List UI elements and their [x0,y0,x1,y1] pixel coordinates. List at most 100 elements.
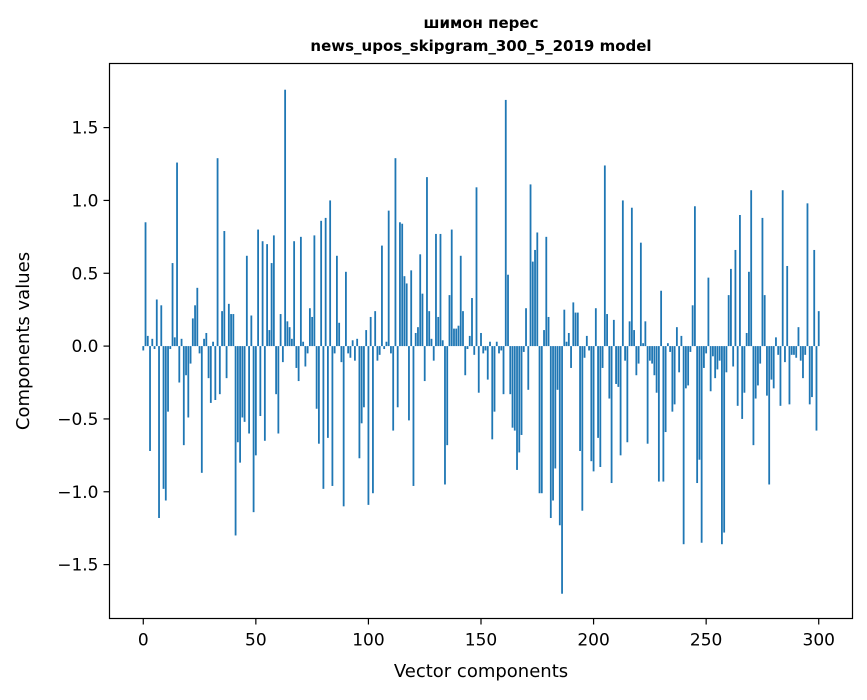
bar-297 [811,346,813,398]
bar-291 [797,327,800,347]
bar-144 [466,346,469,350]
bar-259 [725,346,728,373]
bar-124 [421,293,424,347]
bar-244 [691,305,694,347]
bar-227 [653,346,656,376]
bar-189 [567,332,570,347]
bar-158 [498,346,500,354]
bar-166 [516,346,518,470]
bar-40 [232,314,235,347]
bar-199 [590,346,593,462]
bar-115 [401,223,404,347]
bar-266 [741,346,744,419]
bar-35 [221,311,223,347]
bar-257 [721,346,723,545]
bar-47 [248,346,250,434]
bar-30 [209,346,212,403]
bar-256 [718,346,721,361]
bar-3 [149,346,151,451]
bar-254 [714,346,717,379]
bar-147 [473,346,476,355]
bar-211 [617,346,620,387]
bar-63 [284,89,287,347]
bar-220 [637,346,640,364]
bar-84 [331,346,334,486]
bar-208 [610,346,613,484]
bar-173 [531,261,534,347]
bar-205 [603,165,606,347]
bar-175 [536,232,539,347]
bar-118 [408,346,410,421]
bar-286 [786,265,789,347]
bar-264 [736,346,739,406]
bar-239 [680,335,683,347]
bar-34 [218,346,221,395]
bar-214 [624,346,626,361]
bar-117 [405,283,408,347]
bar-217 [630,207,633,347]
bar-56 [268,330,271,347]
bar-279 [770,346,773,380]
bar-248 [700,346,703,543]
bar-112 [394,158,397,347]
bar-54 [263,346,266,441]
bar-58 [272,235,275,347]
bar-12 [169,346,172,350]
bar-161 [504,99,507,347]
bar-122 [417,327,419,347]
bar-299 [815,346,818,431]
bar-108 [385,341,388,347]
bar-94 [354,346,356,361]
bar-230 [660,290,663,347]
bar-6 [155,299,158,347]
bar-240 [682,346,685,545]
bar-253 [712,346,714,357]
x-axis-label: Vector components [394,661,568,682]
bar-201 [594,308,597,347]
bar-98 [363,346,365,408]
bar-128 [430,338,433,347]
bar-260 [727,295,730,347]
bar-261 [730,268,732,347]
bar-50 [254,346,257,456]
bar-246 [696,346,699,484]
bar-65 [288,327,291,347]
bar-274 [759,346,762,364]
bar-151 [482,346,485,354]
bar-153 [486,346,489,380]
bar-103 [374,311,377,347]
bar-300 [817,311,820,347]
bar-134 [444,346,446,485]
bar-193 [576,312,579,347]
bar-119 [410,270,413,347]
bar-100 [367,346,370,505]
y-tick-label: 1.0 [71,191,98,211]
chart-title-line2: news_upos_skipgram_300_5_2019 model [310,37,651,55]
bar-90 [345,271,347,347]
bar-262 [732,346,735,367]
bar-247 [698,346,701,460]
bars-group [142,89,820,594]
bar-287 [788,346,791,405]
bar-83 [329,200,332,347]
bar-89 [342,346,345,507]
bar-180 [547,316,550,347]
bar-269 [748,271,750,347]
bar-289 [793,346,795,355]
x-tick-label: 0 [138,631,149,651]
bar-51 [257,229,260,347]
bar-196 [583,346,586,358]
bar-190 [570,346,572,368]
bar-27 [203,338,205,347]
bar-222 [642,343,645,347]
bar-200 [592,346,595,472]
bar-8 [160,305,163,347]
bar-126 [426,177,428,347]
bar-283 [779,346,782,406]
bar-95 [356,338,359,347]
bar-169 [522,346,525,352]
bar-185 [558,346,561,526]
bar-149 [477,346,480,393]
bar-174 [534,249,536,347]
